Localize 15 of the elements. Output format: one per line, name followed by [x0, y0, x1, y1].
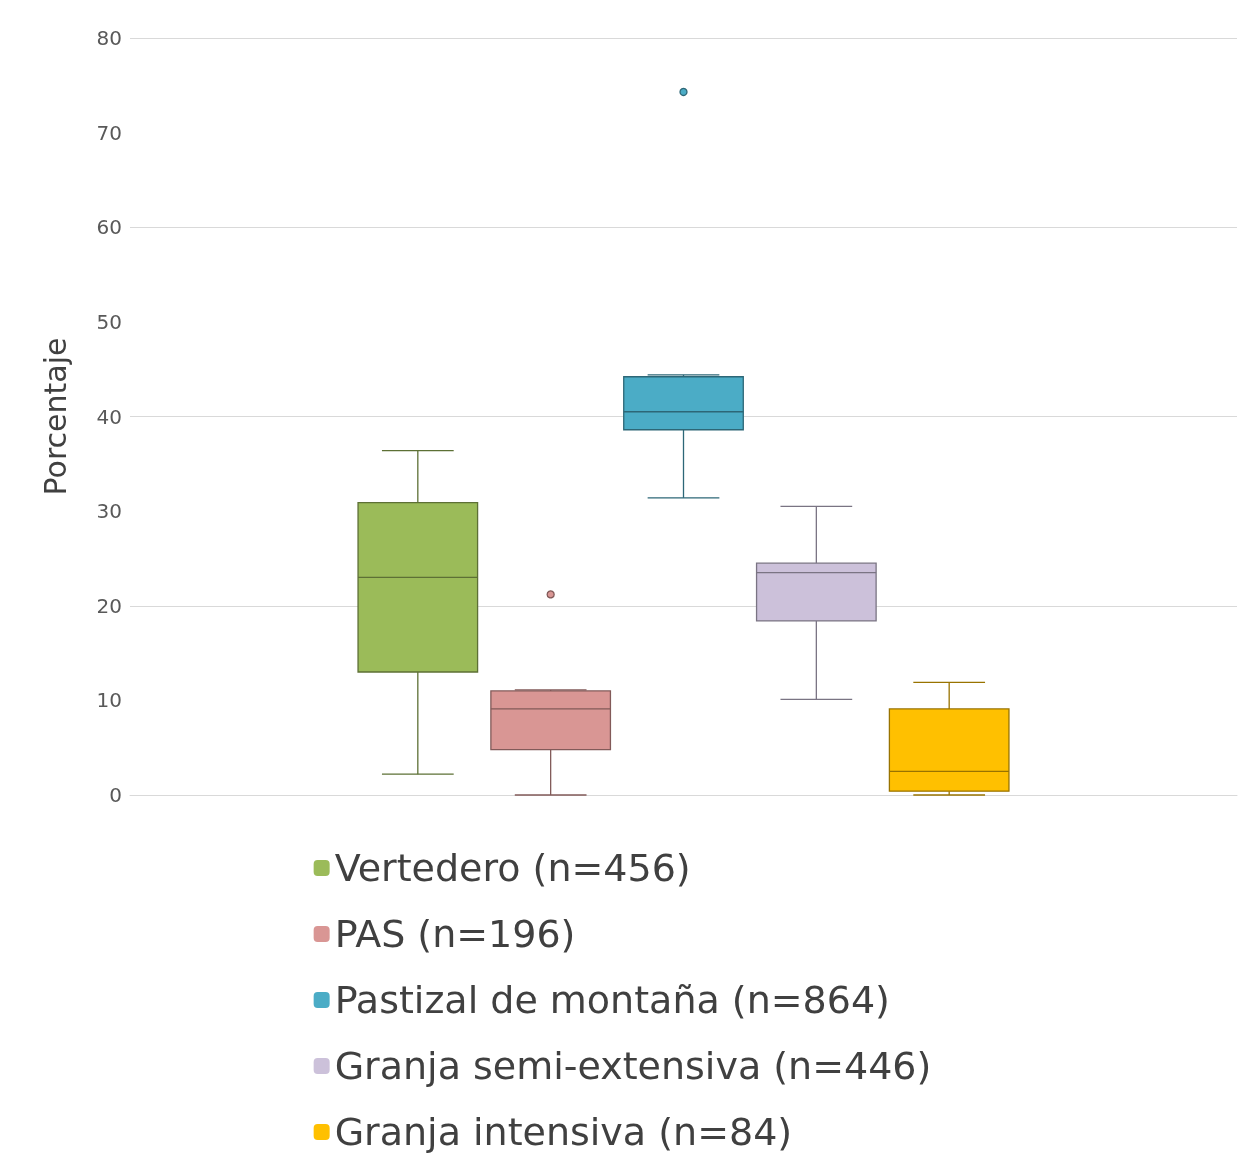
y-tick-label: 40: [96, 404, 122, 429]
y-axis-title: Porcentaje: [37, 337, 73, 496]
y-tick-label: 30: [96, 499, 122, 524]
y-tick-label: 0: [109, 783, 122, 807]
y-tick-label: 20: [96, 593, 122, 618]
legend-label: Granja intensiva (n=84): [334, 1110, 793, 1154]
legend-label: Vertedero (n=456): [334, 846, 691, 890]
legend-label: Granja semi-extensiva (n=446): [334, 1044, 932, 1088]
legend-label: Pastizal de montaña (n=864): [334, 978, 890, 1022]
y-tick-label: 50: [96, 309, 122, 334]
y-tick-label: 60: [96, 215, 122, 240]
legend-label: PAS (n=196): [334, 912, 576, 956]
y-tick-label: 10: [96, 688, 122, 713]
y-tick-label: 70: [96, 120, 122, 145]
y-tick-label: 80: [96, 26, 122, 50]
